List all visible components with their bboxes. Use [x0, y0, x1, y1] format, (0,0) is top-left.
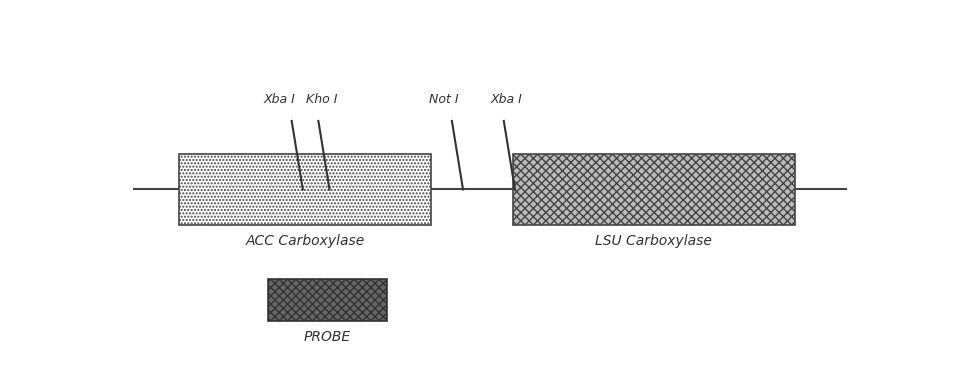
Text: PROBE: PROBE [303, 330, 351, 344]
Text: Xba I: Xba I [491, 93, 523, 106]
Text: Not I: Not I [429, 93, 458, 106]
Bar [268, 279, 387, 320]
Text: ACC Carboxylase: ACC Carboxylase [245, 234, 365, 248]
Text: LSU Carboxylase: LSU Carboxylase [595, 234, 712, 248]
Text: Kho I: Kho I [305, 93, 337, 106]
Bar [179, 154, 432, 225]
Text: Xba I: Xba I [263, 93, 295, 106]
Bar [513, 154, 794, 225]
